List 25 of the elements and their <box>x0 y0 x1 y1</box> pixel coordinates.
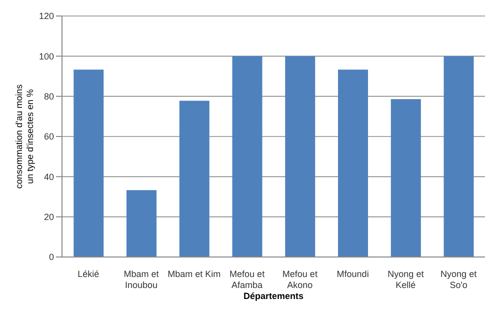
y-tick-label: 40 <box>44 172 54 182</box>
x-tick-label: Mefou et Afamba <box>230 269 266 290</box>
y-tick-label: 120 <box>38 11 54 22</box>
y-tick-label: 0 <box>48 252 54 262</box>
bar <box>179 100 210 257</box>
y-axis-title: consommation d'au moins un type d'insectes en % <box>14 84 35 189</box>
x-tick-label: Mbam et Kim <box>168 269 221 279</box>
bar <box>390 99 421 257</box>
y-tick-label: 100 <box>38 51 54 62</box>
x-tick-label: Mefou et Akono <box>282 269 318 290</box>
y-tick-label: 60 <box>44 132 54 142</box>
y-tick-label: 80 <box>44 92 54 102</box>
y-tick-label: 20 <box>44 212 54 222</box>
x-tick-label: Nyong et So'o <box>440 269 478 290</box>
x-tick-label: Nyong et Kellé <box>388 269 424 290</box>
bar <box>74 70 104 257</box>
x-axis-title: Départements <box>243 291 304 301</box>
bar <box>126 190 157 257</box>
bar <box>285 56 316 257</box>
bar <box>338 70 368 257</box>
bar <box>444 56 474 257</box>
x-tick-label: Lékié <box>78 269 100 279</box>
bar <box>232 56 262 257</box>
x-tick-label: Mfoundi <box>336 269 369 279</box>
x-tick-label: Mbam et Inoubou <box>124 269 160 290</box>
